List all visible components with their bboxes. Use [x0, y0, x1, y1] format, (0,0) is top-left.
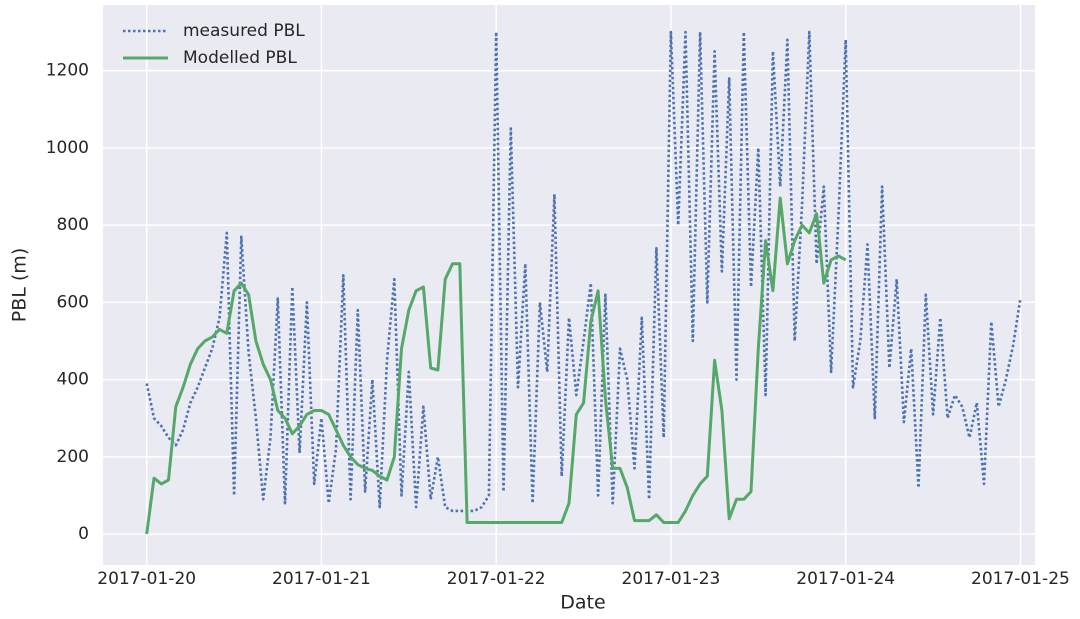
data-line — [145, 30, 1022, 513]
x-tick-label: 2017-01-21 — [272, 569, 371, 589]
x-tick-label: 2017-01-20 — [97, 569, 196, 589]
y-tick-label: 400 — [57, 370, 89, 390]
x-tick-label: 2017-01-23 — [622, 569, 721, 589]
legend-label: Modelled PBL — [183, 48, 297, 68]
y-tick-label: 1000 — [46, 138, 89, 158]
data-line — [145, 196, 847, 535]
y-tick-label: 0 — [78, 524, 89, 544]
plot-area — [103, 5, 1035, 565]
x-tick-label: 2017-01-25 — [971, 569, 1070, 589]
x-tick-label: 2017-01-22 — [447, 569, 546, 589]
x-axis-label: Date — [560, 592, 605, 614]
y-tick-label: 200 — [57, 447, 89, 467]
y-tick-label: 600 — [57, 292, 89, 312]
legend-label: measured PBL — [183, 21, 305, 41]
y-tick-label: 1200 — [46, 61, 89, 81]
y-tick-label: 800 — [57, 215, 89, 235]
y-axis-label: PBL (m) — [9, 248, 31, 322]
x-tick-label: 2017-01-24 — [796, 569, 895, 589]
